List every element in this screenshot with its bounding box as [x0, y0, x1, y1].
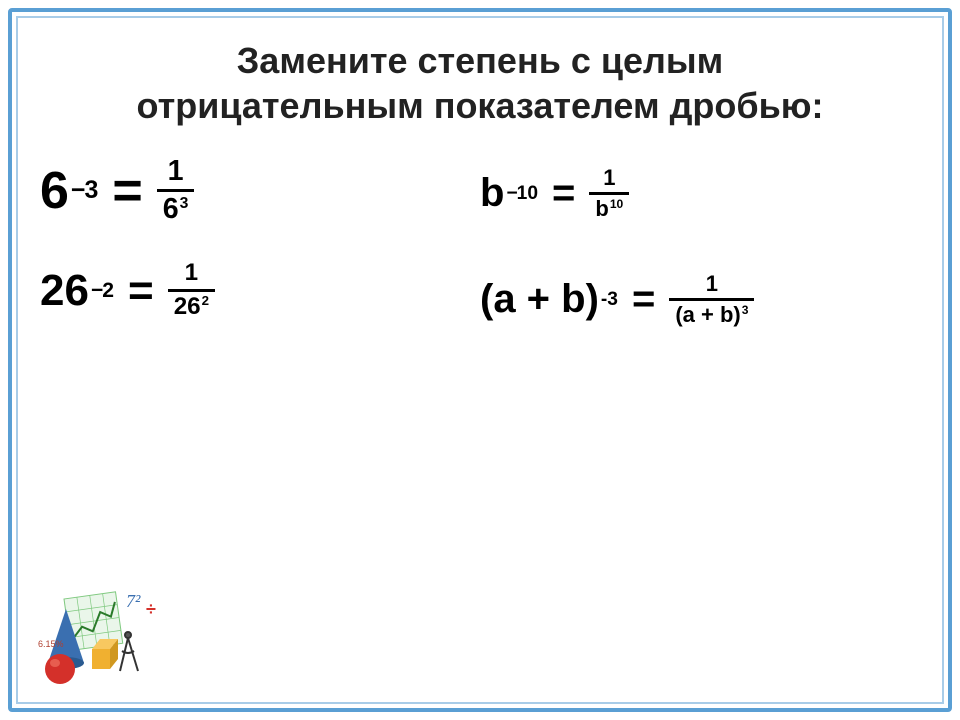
eq4-fraction: 1 (a + b)3 — [669, 272, 754, 327]
slide-title: Замените степень с целым отрицательным п… — [30, 38, 930, 128]
eq4-lhs: (a + b) — [480, 277, 599, 322]
eq2-denominator: b10 — [589, 192, 629, 221]
eq1-equals: = — [112, 161, 142, 221]
math-clipart-icon: 6.15% 7² ÷ — [34, 591, 164, 686]
eq1-denominator: 63 — [157, 189, 195, 225]
equations-grid: 6 −3 = 1 63 b −10 = 1 b10 — [30, 156, 930, 327]
eq3-equals: = — [128, 266, 154, 316]
eq1-base: 6 — [40, 161, 69, 221]
divide-icon: ÷ — [146, 599, 156, 619]
eq1-fraction: 1 63 — [157, 156, 195, 226]
equation-4: (a + b) -3 = 1 (a + b)3 — [480, 272, 920, 327]
eq4-numerator: 1 — [700, 272, 724, 298]
eq1-exponent: −3 — [71, 176, 98, 205]
equation-2: b −10 = 1 b10 — [480, 162, 920, 226]
eq4-denominator: (a + b)3 — [669, 298, 754, 327]
eq3-numerator: 1 — [179, 260, 204, 289]
eq2-numerator: 1 — [597, 166, 621, 192]
eq2-fraction: 1 b10 — [589, 166, 629, 221]
eq3-fraction: 1 262 — [168, 260, 215, 320]
equation-1: 6 −3 = 1 63 — [40, 156, 480, 226]
seven-squared: 7² — [126, 591, 141, 611]
eq1-numerator: 1 — [162, 156, 190, 189]
equation-3: 26 −2 = 1 262 — [40, 254, 480, 327]
slide-content: Замените степень с целым отрицательным п… — [30, 30, 930, 690]
title-line-1: Замените степень с целым — [237, 40, 724, 81]
eq2-base: b — [480, 171, 504, 216]
eq4-exponent: -3 — [601, 289, 618, 311]
eq3-base: 26 — [40, 266, 89, 316]
eq3-exponent: −2 — [91, 279, 114, 303]
eq2-equals: = — [552, 171, 575, 216]
eq2-exponent: −10 — [506, 183, 538, 205]
title-line-2: отрицательным показателем дробью: — [136, 85, 823, 126]
percent-label: 6.15% — [38, 639, 64, 649]
eq3-denominator: 262 — [168, 289, 215, 321]
eq4-equals: = — [632, 277, 655, 322]
